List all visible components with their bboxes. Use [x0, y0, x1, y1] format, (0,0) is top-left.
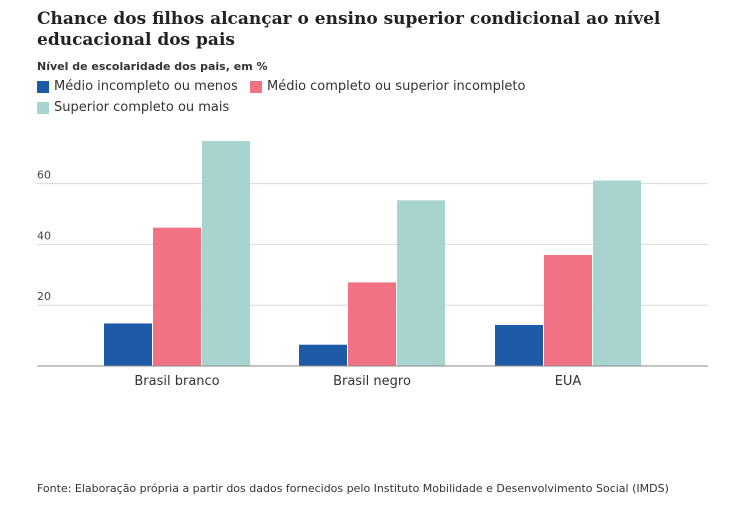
bar: [348, 282, 396, 366]
legend-item-medio-completo: Médio completo ou superior incompleto: [250, 79, 525, 94]
bar: [104, 323, 152, 366]
x-tick-label: Brasil negro: [333, 374, 411, 389]
legend-label-superior-completo: Superior completo ou mais: [54, 100, 230, 115]
legend-item-medio-incompleto: Médio incompleto ou menos: [37, 79, 238, 94]
legend-swatch-medio-completo: [250, 80, 262, 93]
y-tick-label: 60: [37, 169, 51, 182]
bar: [544, 255, 592, 366]
legend-swatch-medio-incompleto: [37, 80, 49, 93]
legend-item-superior-completo: Superior completo ou mais: [37, 100, 229, 115]
x-tick-label: EUA: [555, 374, 582, 389]
chart-title: Chance dos filhos alcançar o ensino supe…: [37, 9, 661, 50]
bar: [397, 200, 445, 366]
legend-swatch-superior-completo: [37, 101, 49, 114]
legend-label-medio-completo: Médio completo ou superior incompleto: [267, 79, 526, 94]
x-tick-label: Brasil branco: [134, 374, 219, 389]
bar: [202, 141, 250, 366]
bar: [299, 344, 347, 366]
source-note: Fonte: Elaboração própria a partir dos d…: [37, 482, 669, 495]
bar: [593, 180, 641, 366]
y-tick-label: 40: [37, 229, 51, 242]
y-tick-label: 20: [37, 290, 51, 303]
chart-subtitle: Nível de escolaridade dos pais, em %: [37, 60, 268, 73]
bar: [153, 227, 201, 366]
legend-label-medio-incompleto: Médio incompleto ou menos: [54, 79, 238, 94]
bar: [495, 324, 543, 366]
